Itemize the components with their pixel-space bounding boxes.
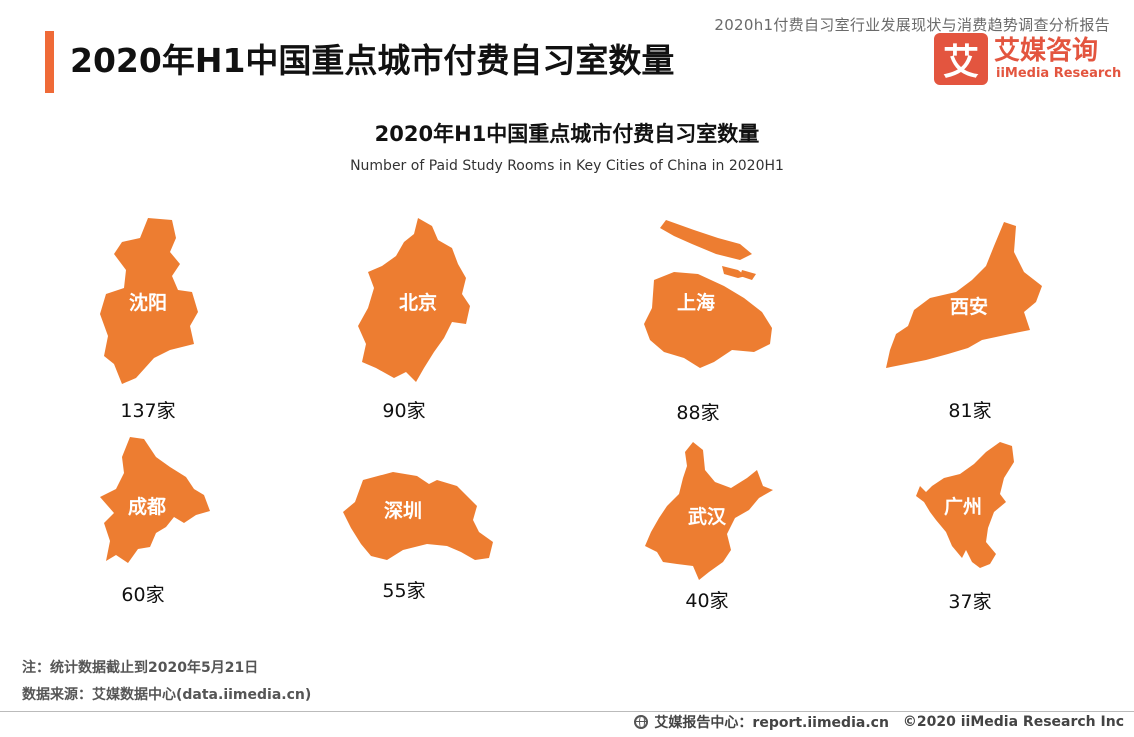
city-map-1 — [358, 218, 470, 382]
city-island-shape — [740, 270, 756, 280]
city-map-7 — [916, 442, 1014, 568]
city-shape — [100, 437, 210, 563]
globe-icon — [634, 715, 649, 729]
title-accent-bar — [45, 31, 54, 93]
footer-divider — [0, 711, 1134, 712]
page-title: 2020年H1中国重点城市付费自习室数量 — [70, 41, 675, 80]
city-map-6 — [645, 442, 773, 580]
chart-subtitle: Number of Paid Study Rooms in Key Cities… — [350, 158, 784, 174]
city-value-label: 81家 — [948, 400, 991, 422]
footnote: 注：统计数据截止到2020年5月21日 — [22, 660, 259, 676]
city-value-label: 90家 — [382, 400, 425, 422]
city-island-shape — [660, 220, 752, 260]
city-shape — [358, 218, 470, 382]
city-name-label: 上海 — [677, 291, 715, 314]
city-shape — [645, 442, 773, 580]
chart-title: 2020年H1中国重点城市付费自习室数量 — [374, 122, 760, 146]
city-map-0 — [100, 218, 198, 384]
city-map-5 — [343, 472, 493, 560]
logo-text-cn: 艾媒咨询 — [994, 36, 1099, 66]
city-name-label: 深圳 — [384, 499, 422, 522]
city-map-2 — [644, 220, 772, 368]
iimedia-logo: 艾 艾媒咨询 iiMedia Research — [934, 33, 1121, 88]
copyright: ©2020 iiMedia Research Inc — [902, 714, 1124, 730]
report-center-link[interactable]: 艾媒报告中心：report.iimedia.cn — [654, 715, 889, 731]
city-value-label: 137家 — [120, 400, 175, 422]
city-shape — [343, 472, 493, 560]
city-value-label: 60家 — [121, 584, 164, 606]
city-value-label: 88家 — [676, 402, 719, 424]
city-shape — [644, 272, 772, 368]
city-map-3 — [886, 222, 1042, 368]
city-name-label: 西安 — [950, 295, 988, 318]
city-shape — [100, 218, 198, 384]
city-shape — [916, 442, 1014, 568]
report-subtitle: 2020h1付费自习室行业发展现状与消费趋势调查分析报告 — [714, 16, 1110, 34]
city-value-label: 55家 — [382, 580, 425, 602]
city-name-label: 北京 — [399, 291, 437, 314]
logo-text-en: iiMedia Research — [996, 66, 1122, 81]
city-island-shape — [722, 266, 746, 278]
city-name-label: 沈阳 — [129, 291, 167, 314]
city-value-label: 37家 — [948, 591, 991, 613]
city-name-label: 武汉 — [688, 506, 727, 528]
data-source: 数据来源：艾媒数据中心(data.iimedia.cn) — [22, 687, 312, 703]
city-name-label: 广州 — [944, 495, 982, 518]
city-name-label: 成都 — [128, 495, 166, 518]
city-value-label: 40家 — [685, 590, 728, 612]
footer-credits: 艾媒报告中心：report.iimedia.cn ©2020 iiMedia R… — [634, 712, 1124, 732]
city-shape — [886, 222, 1042, 368]
logo-badge: 艾 — [934, 33, 988, 85]
city-map-4 — [100, 437, 210, 563]
